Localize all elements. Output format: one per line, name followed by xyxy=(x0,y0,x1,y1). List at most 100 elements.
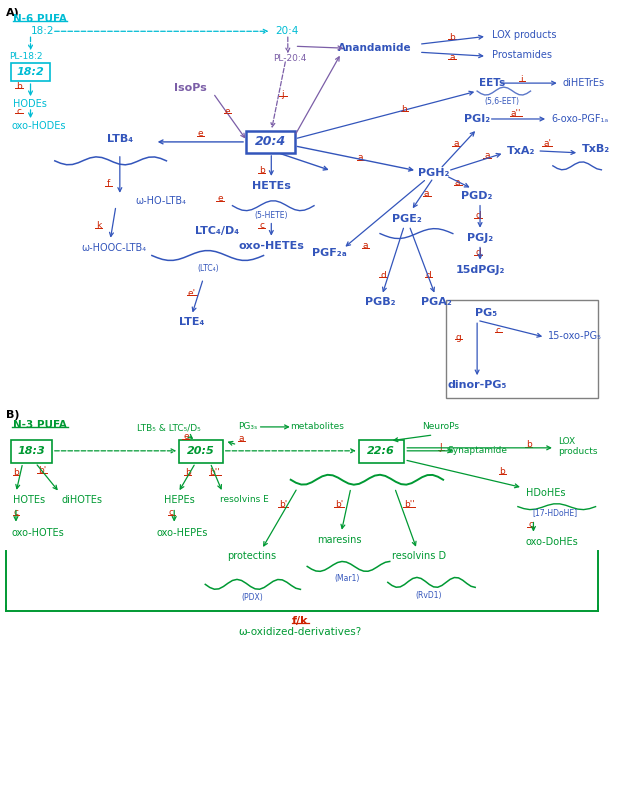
Text: PGA₂: PGA₂ xyxy=(421,297,452,308)
Text: PGE₂: PGE₂ xyxy=(392,213,422,224)
Text: PL-18:2: PL-18:2 xyxy=(9,52,43,60)
Text: diHETrEs: diHETrEs xyxy=(562,78,604,88)
Text: 20:5: 20:5 xyxy=(187,446,215,456)
Text: d: d xyxy=(426,271,432,280)
Bar xyxy=(11,63,50,81)
Text: d: d xyxy=(380,271,386,280)
Bar xyxy=(446,300,598,398)
Text: a: a xyxy=(484,151,490,160)
Text: resolvins E: resolvins E xyxy=(220,495,268,504)
Text: b': b' xyxy=(279,500,287,509)
Text: 22:6: 22:6 xyxy=(367,446,395,456)
Text: PG₃ₛ: PG₃ₛ xyxy=(238,423,258,431)
Text: NeuroPs: NeuroPs xyxy=(422,423,459,431)
Text: protectins: protectins xyxy=(228,551,277,561)
Text: HDoHEs: HDoHEs xyxy=(526,488,565,497)
Text: diHOTEs: diHOTEs xyxy=(61,494,102,505)
Text: LTB₅ & LTC₅/D₅: LTB₅ & LTC₅/D₅ xyxy=(138,423,202,432)
Text: a: a xyxy=(449,52,454,62)
Text: PGD₂: PGD₂ xyxy=(461,191,493,200)
Text: Synaptamide: Synaptamide xyxy=(447,446,507,456)
Text: e: e xyxy=(183,432,188,441)
Text: 18:3: 18:3 xyxy=(17,446,45,456)
Text: Anandamide: Anandamide xyxy=(339,43,412,53)
Text: (LTC₄): (LTC₄) xyxy=(197,264,219,273)
Text: (PDX): (PDX) xyxy=(241,592,263,602)
Text: N-3 PUFA: N-3 PUFA xyxy=(13,420,67,430)
Text: c: c xyxy=(14,508,19,517)
Text: [17-HDoHE]: [17-HDoHE] xyxy=(532,508,577,517)
Text: (RvD1): (RvD1) xyxy=(415,591,442,600)
Text: b: b xyxy=(185,469,191,477)
Text: h: h xyxy=(401,105,407,114)
Text: Prostamides: Prostamides xyxy=(492,50,552,60)
Text: 15dPGJ₂: 15dPGJ₂ xyxy=(455,266,505,275)
Text: A): A) xyxy=(6,8,20,19)
Text: TxA₂: TxA₂ xyxy=(507,146,535,156)
Text: PGF₂ₐ: PGF₂ₐ xyxy=(312,247,347,258)
Text: a: a xyxy=(453,139,459,148)
Text: IsoPs: IsoPs xyxy=(174,83,207,93)
Text: f/k: f/k xyxy=(292,617,309,626)
Text: b'': b'' xyxy=(404,500,415,509)
Text: ω-HOOC-LTB₄: ω-HOOC-LTB₄ xyxy=(81,242,146,253)
Text: g: g xyxy=(456,332,461,342)
Text: LTE₄: LTE₄ xyxy=(179,317,205,328)
Text: k: k xyxy=(96,221,101,230)
Text: products: products xyxy=(558,448,597,456)
Text: LTC₄/D₄: LTC₄/D₄ xyxy=(195,225,239,236)
Text: b: b xyxy=(13,469,19,477)
Text: c: c xyxy=(496,326,501,335)
Text: a': a' xyxy=(543,139,551,148)
Text: metabolites: metabolites xyxy=(290,423,344,431)
Text: LTB₄: LTB₄ xyxy=(107,134,133,144)
Text: B): B) xyxy=(6,410,20,420)
Text: HOTEs: HOTEs xyxy=(13,494,45,505)
Bar xyxy=(359,440,404,463)
Text: oxo-HEPEs: oxo-HEPEs xyxy=(157,527,208,538)
Text: PGI₂: PGI₂ xyxy=(464,114,490,124)
Text: EETs: EETs xyxy=(479,78,505,88)
Text: a: a xyxy=(363,241,368,250)
Text: d: d xyxy=(475,248,481,257)
Text: PGB₂: PGB₂ xyxy=(365,297,396,308)
Text: e: e xyxy=(225,106,231,115)
Text: a: a xyxy=(358,153,363,163)
Text: ω-oxidized-derivatives?: ω-oxidized-derivatives? xyxy=(239,627,362,638)
Text: ω-HO-LTB₄: ω-HO-LTB₄ xyxy=(135,196,187,206)
Text: 15-oxo-PG₅: 15-oxo-PG₅ xyxy=(548,331,602,341)
Text: a: a xyxy=(239,435,244,444)
Text: b': b' xyxy=(335,500,343,509)
Text: c: c xyxy=(259,221,264,230)
Text: (5,6-EET): (5,6-EET) xyxy=(484,97,519,105)
Text: 20:4: 20:4 xyxy=(255,135,286,148)
Text: HODEs: HODEs xyxy=(13,99,47,109)
Text: LOX: LOX xyxy=(558,437,575,446)
Bar xyxy=(179,440,223,463)
Text: c: c xyxy=(528,520,533,529)
Text: e: e xyxy=(198,130,203,138)
Text: a'': a'' xyxy=(511,109,521,118)
Text: c: c xyxy=(16,106,21,115)
Text: HETEs: HETEs xyxy=(252,181,291,191)
Text: j: j xyxy=(281,89,284,98)
Text: N-6 PUFA: N-6 PUFA xyxy=(13,14,67,24)
Text: i: i xyxy=(520,75,523,84)
Text: oxo-HOTEs: oxo-HOTEs xyxy=(11,527,64,538)
Text: b: b xyxy=(16,81,22,91)
Text: b: b xyxy=(449,33,454,42)
Text: (Mar1): (Mar1) xyxy=(334,574,360,583)
Text: b: b xyxy=(259,167,265,175)
Text: 18:2: 18:2 xyxy=(17,67,45,77)
Text: oxo-HETEs: oxo-HETEs xyxy=(238,241,304,250)
Text: 6-oxo-PGF₁ₐ: 6-oxo-PGF₁ₐ xyxy=(551,114,608,124)
Text: 18:2: 18:2 xyxy=(30,27,54,36)
Text: TxB₂: TxB₂ xyxy=(582,144,610,154)
Text: e': e' xyxy=(188,289,196,298)
Text: maresins: maresins xyxy=(317,535,361,544)
Text: PGJ₂: PGJ₂ xyxy=(467,233,493,242)
Text: 20:4: 20:4 xyxy=(275,27,299,36)
Text: (5-HETE): (5-HETE) xyxy=(255,211,288,220)
Bar xyxy=(11,440,52,463)
Text: dinor-PG₅: dinor-PG₅ xyxy=(448,380,507,390)
